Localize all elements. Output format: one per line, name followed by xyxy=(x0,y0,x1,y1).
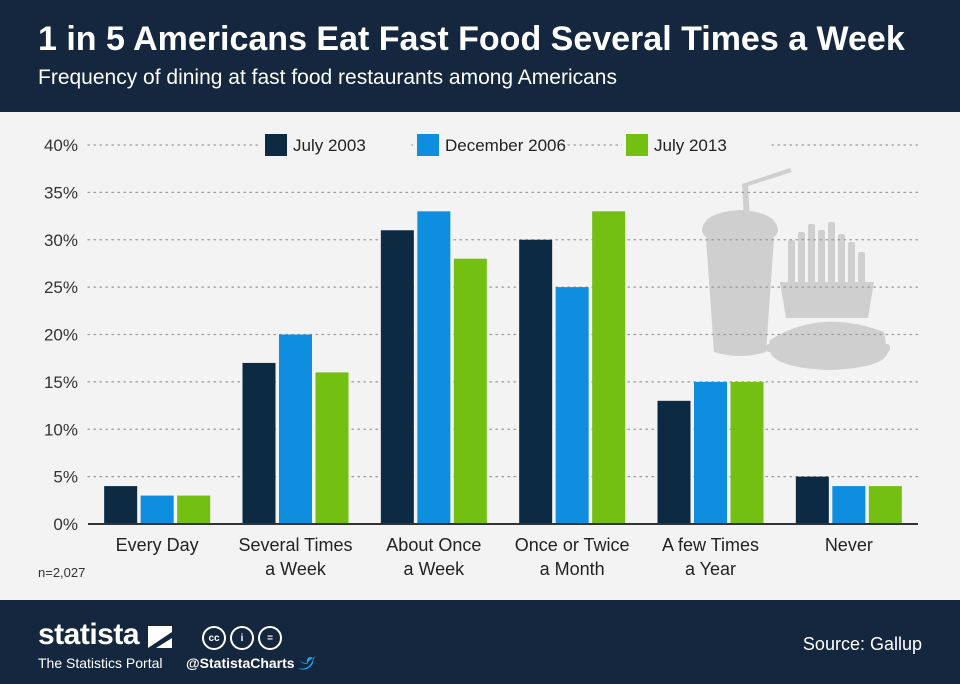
statista-tagline: The Statistics Portal xyxy=(38,655,163,671)
y-tick-label: 0% xyxy=(53,515,78,534)
gridlines xyxy=(87,144,919,478)
nd-icon[interactable]: = xyxy=(258,626,282,650)
x-tick-label: a Month xyxy=(540,559,605,579)
source-label: Source: Gallup xyxy=(802,634,922,654)
x-tick-label: A few Times xyxy=(662,535,759,555)
bar xyxy=(177,495,211,524)
y-tick-label: 5% xyxy=(53,468,78,487)
x-tick-label: Several Times xyxy=(238,535,352,555)
bars xyxy=(104,211,902,524)
y-tick-label: 20% xyxy=(44,326,78,345)
bar-chart: 0% 5% 10% 15% 20% 25% 30% 35% 40% Every Day Sever… xyxy=(38,132,919,580)
license-icons: cc i = xyxy=(202,626,282,652)
y-tick-label: 10% xyxy=(44,420,78,439)
x-tick-label: a Year xyxy=(685,559,736,579)
y-tick-label: 15% xyxy=(44,373,78,392)
twitter-handle[interactable]: @StatistaCharts xyxy=(186,655,295,671)
statista-logo[interactable]: statista xyxy=(38,618,140,651)
bar xyxy=(453,258,487,524)
chart-area: 0% 5% 10% 15% 20% 25% 30% 35% 40% Every Day Sever… xyxy=(0,112,960,600)
y-tick-label: 40% xyxy=(44,136,78,155)
legend-label: December 2006 xyxy=(445,136,566,155)
fast-food-icon xyxy=(702,168,890,370)
chart-subtitle: Frequency of dining at fast food restaur… xyxy=(38,66,617,89)
bar xyxy=(832,486,866,524)
legend: July 2003 December 2006 July 2013 xyxy=(261,132,770,158)
statista-logo-mark-icon xyxy=(148,626,172,648)
twitter-icon[interactable] xyxy=(298,656,316,670)
x-tick-label: Never xyxy=(825,535,873,555)
x-tick-label: a Week xyxy=(403,559,465,579)
y-axis-ticks: 0% 5% 10% 15% 20% 25% 30% 35% 40% xyxy=(44,136,78,534)
bar xyxy=(242,362,276,524)
sample-size-note: n=2,027 xyxy=(38,565,85,580)
y-tick-label: 25% xyxy=(44,278,78,297)
bar xyxy=(868,486,902,524)
bar xyxy=(104,486,138,524)
legend-swatch xyxy=(265,134,287,156)
header: 1 in 5 Americans Eat Fast Food Several T… xyxy=(0,0,960,112)
chart-title: 1 in 5 Americans Eat Fast Food Several T… xyxy=(38,20,905,58)
bar xyxy=(555,287,589,524)
y-tick-label: 30% xyxy=(44,231,78,250)
bar xyxy=(279,334,312,524)
x-tick-label: Once or Twice xyxy=(515,535,630,555)
bar xyxy=(315,372,349,524)
by-icon[interactable]: i xyxy=(230,626,254,650)
legend-swatch xyxy=(626,134,648,156)
x-tick-label: a Week xyxy=(265,559,327,579)
bar xyxy=(592,211,626,524)
bar xyxy=(694,381,727,524)
bar xyxy=(519,239,553,524)
bar xyxy=(795,476,829,524)
y-tick-label: 35% xyxy=(44,183,78,202)
legend-label: July 2013 xyxy=(654,136,727,155)
bar xyxy=(140,495,174,524)
bar xyxy=(657,400,691,524)
x-axis-labels: Every Day Several Times a Week About Once a … xyxy=(116,535,873,579)
bar xyxy=(380,230,414,524)
bar xyxy=(417,211,451,524)
footer: statista The Statistics Portal cc i = @S… xyxy=(0,600,960,684)
x-tick-label: Every Day xyxy=(116,535,199,555)
legend-label: July 2003 xyxy=(293,136,366,155)
legend-swatch xyxy=(417,134,439,156)
x-tick-label: About Once xyxy=(386,535,481,555)
cc-icon[interactable]: cc xyxy=(202,626,226,650)
bar xyxy=(730,381,764,524)
